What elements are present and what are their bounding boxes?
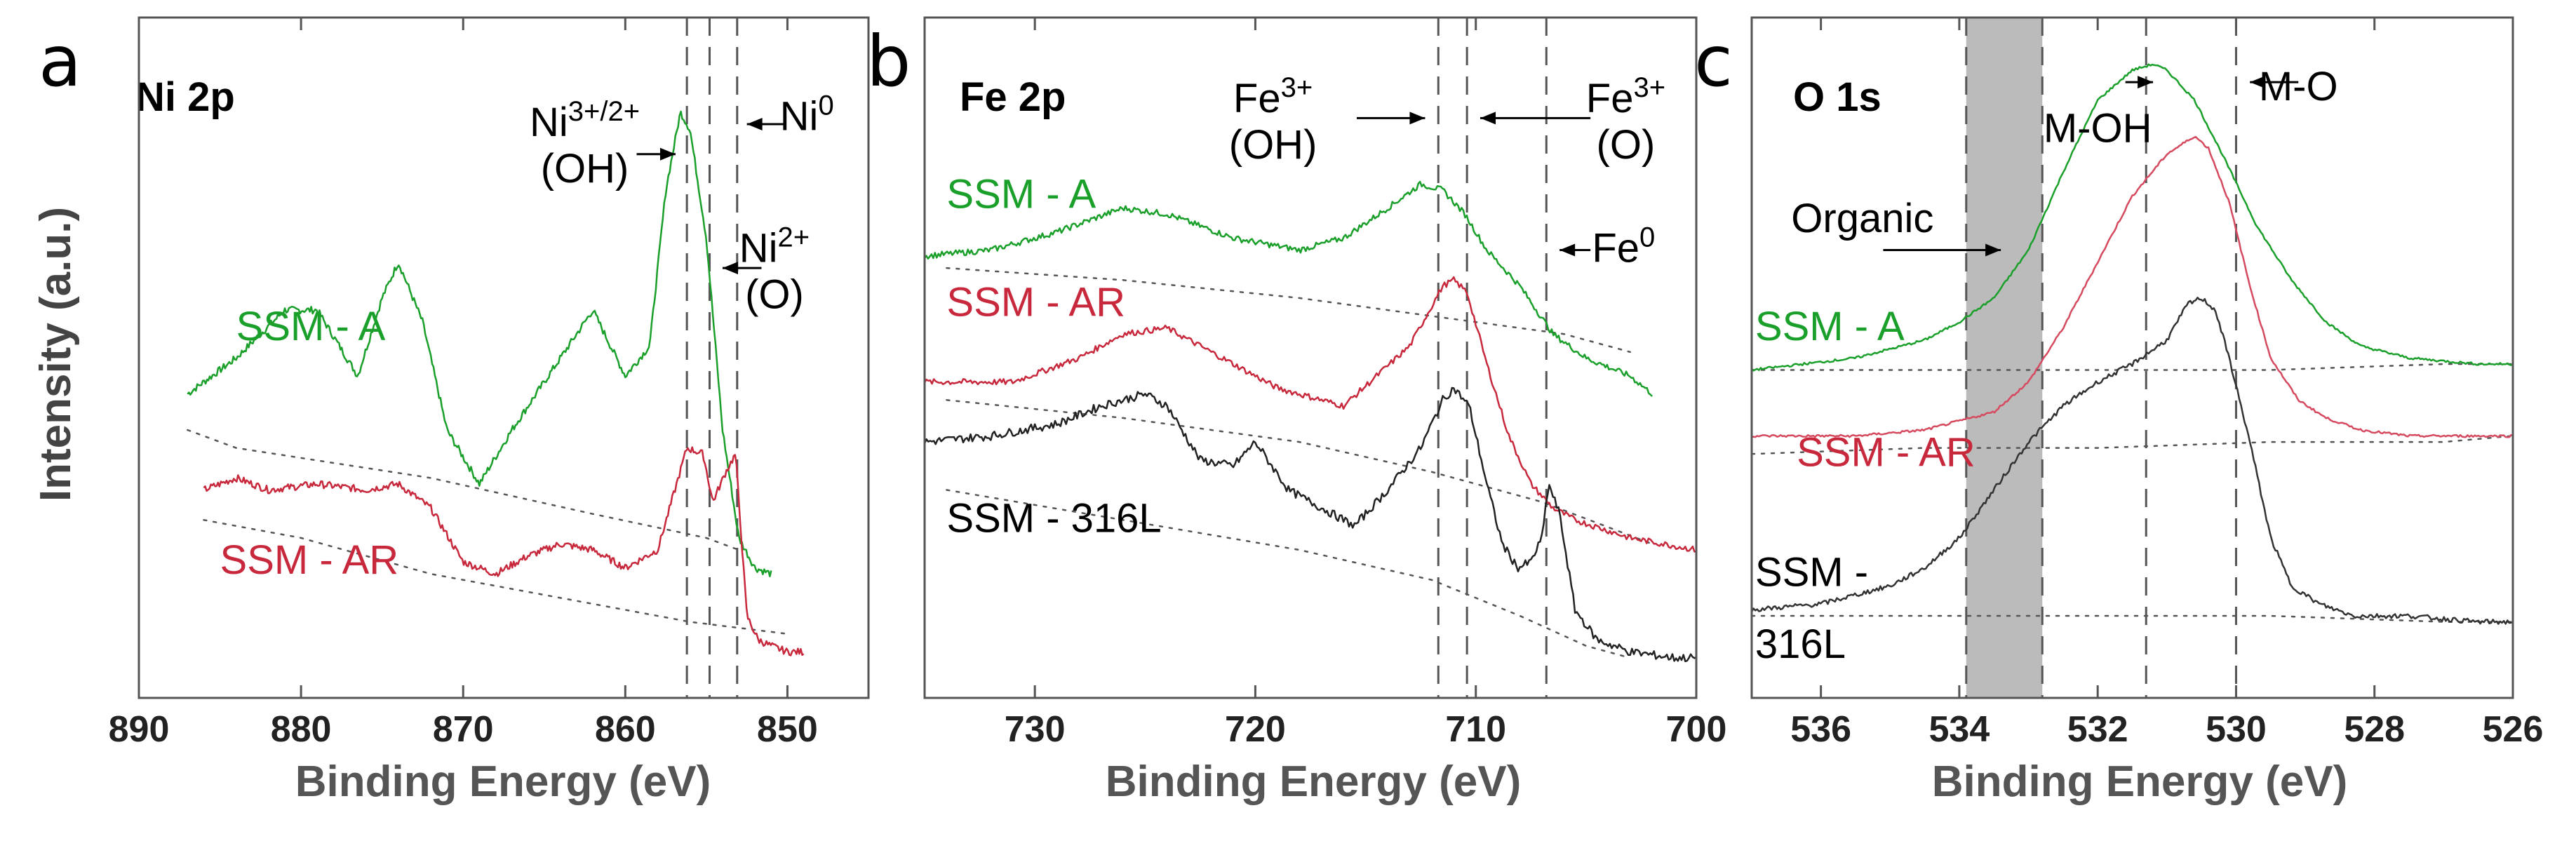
series-line-1	[923, 276, 1697, 553]
annotation-arrowhead-0	[1409, 112, 1425, 125]
panel-title: O 1s	[1793, 74, 1881, 120]
x-axis-label: Binding Energy (eV)	[1932, 758, 2347, 806]
peak-annotation-line2-1: (O)	[745, 272, 804, 318]
panel-title: Ni 2p	[135, 74, 235, 120]
series-line-2	[1750, 297, 2514, 625]
x-tick-label-3: 860	[595, 709, 656, 750]
x-tick-label-2: 870	[433, 709, 494, 750]
annotation-arrowhead-2	[2250, 76, 2266, 89]
annotation-arrowhead-2	[1559, 243, 1576, 257]
panel-letter: b	[866, 20, 911, 102]
x-tick-label-4: 528	[2344, 709, 2405, 750]
y-axis-label: Intensity (a.u.)	[32, 207, 80, 502]
plot-frame	[923, 16, 1698, 699]
peak-annotation-line2-0: (OH)	[1229, 122, 1317, 168]
peak-annotation-0: Organic	[1791, 196, 1933, 241]
peak-annotation-0: Fe3+	[1233, 72, 1313, 121]
peak-annotation-2: M-O	[2259, 64, 2338, 109]
x-tick-label-1: 880	[271, 709, 332, 750]
annotation-arrowhead-1	[2138, 76, 2154, 89]
baseline-0	[946, 267, 1631, 354]
series-label-1: SSM - AR	[946, 280, 1125, 325]
x-tick-label-1: 720	[1225, 709, 1286, 750]
peak-annotation-1: Fe3+	[1586, 72, 1665, 121]
panel-c: c O 1s Binding Energy (eV) SSM - A SSM - …	[1694, 16, 2544, 806]
series-label-0: SSM - A	[946, 172, 1096, 217]
shaded-band	[1966, 18, 2043, 698]
baseline-2	[946, 489, 1631, 659]
x-tick-label-4: 850	[757, 709, 818, 750]
series-label-0: SSM - A	[236, 304, 386, 349]
panel-letter: a	[39, 20, 81, 102]
plot-frame	[137, 16, 870, 699]
plot-frame	[1750, 16, 2514, 699]
annotation-arrowhead-0	[1985, 243, 2001, 257]
panel-letter: c	[1694, 20, 1733, 102]
series-label-0: SSM - A	[1755, 304, 1905, 349]
x-tick-label-0: 730	[1005, 709, 1066, 750]
annotation-arrowhead-0	[659, 147, 676, 161]
series-label-3: 316L	[1755, 621, 1846, 667]
baseline-1	[1750, 435, 2514, 455]
x-tick-label-1: 534	[1929, 709, 1990, 750]
series-line-1	[1751, 135, 2514, 438]
peak-annotation-1: M-OH	[2044, 106, 2152, 152]
peak-annotation-0: Ni3+/2+	[530, 96, 640, 145]
x-tick-label-3: 700	[1666, 709, 1727, 750]
baseline-2	[1750, 614, 2514, 623]
annotation-arrowhead-1	[1480, 112, 1496, 125]
peak-annotation-line2-1: (O)	[1597, 122, 1656, 168]
x-tick-label-2: 710	[1445, 709, 1506, 750]
series-label-1: SSM - AR	[1797, 429, 1975, 475]
x-tick-label-5: 526	[2483, 709, 2544, 750]
x-tick-label-0: 890	[109, 709, 170, 750]
series-label-1: SSM - AR	[220, 537, 399, 583]
annotation-arrowhead-2	[746, 117, 763, 130]
baseline-1	[946, 399, 1653, 545]
series-line-1	[203, 446, 805, 657]
series-line-0	[1751, 63, 2514, 372]
panel-title: Fe 2p	[960, 74, 1066, 120]
panel-b: b Fe 2p Binding Energy (eV) SSM - A SSM -…	[866, 16, 1727, 806]
x-tick-label-3: 530	[2206, 709, 2267, 750]
series-line-0	[187, 110, 772, 577]
peak-annotation-2: Fe0	[1592, 222, 1655, 271]
series-line-0	[924, 180, 1653, 397]
x-tick-label-0: 536	[1790, 709, 1851, 750]
peak-annotation-2: Ni0	[780, 90, 834, 140]
baseline-0	[187, 429, 740, 551]
x-tick-label-2: 532	[2067, 709, 2128, 750]
panel-a: a Ni 2p Binding Energy (eV) SSM - A SSM -…	[39, 16, 870, 806]
x-axis-label: Binding Energy (eV)	[1106, 758, 1521, 806]
baseline-0	[1750, 363, 2514, 371]
x-axis-label: Binding Energy (eV)	[295, 758, 711, 806]
series-line-2	[923, 386, 1697, 663]
baseline-1	[203, 519, 789, 635]
peak-annotation-1: Ni2+	[739, 222, 810, 271]
series-label-2: SSM - 316L	[946, 495, 1161, 541]
series-label-2: SSM -	[1755, 549, 1868, 595]
peak-annotation-line2-0: (OH)	[541, 146, 629, 191]
annotation-arrowhead-1	[723, 262, 738, 275]
